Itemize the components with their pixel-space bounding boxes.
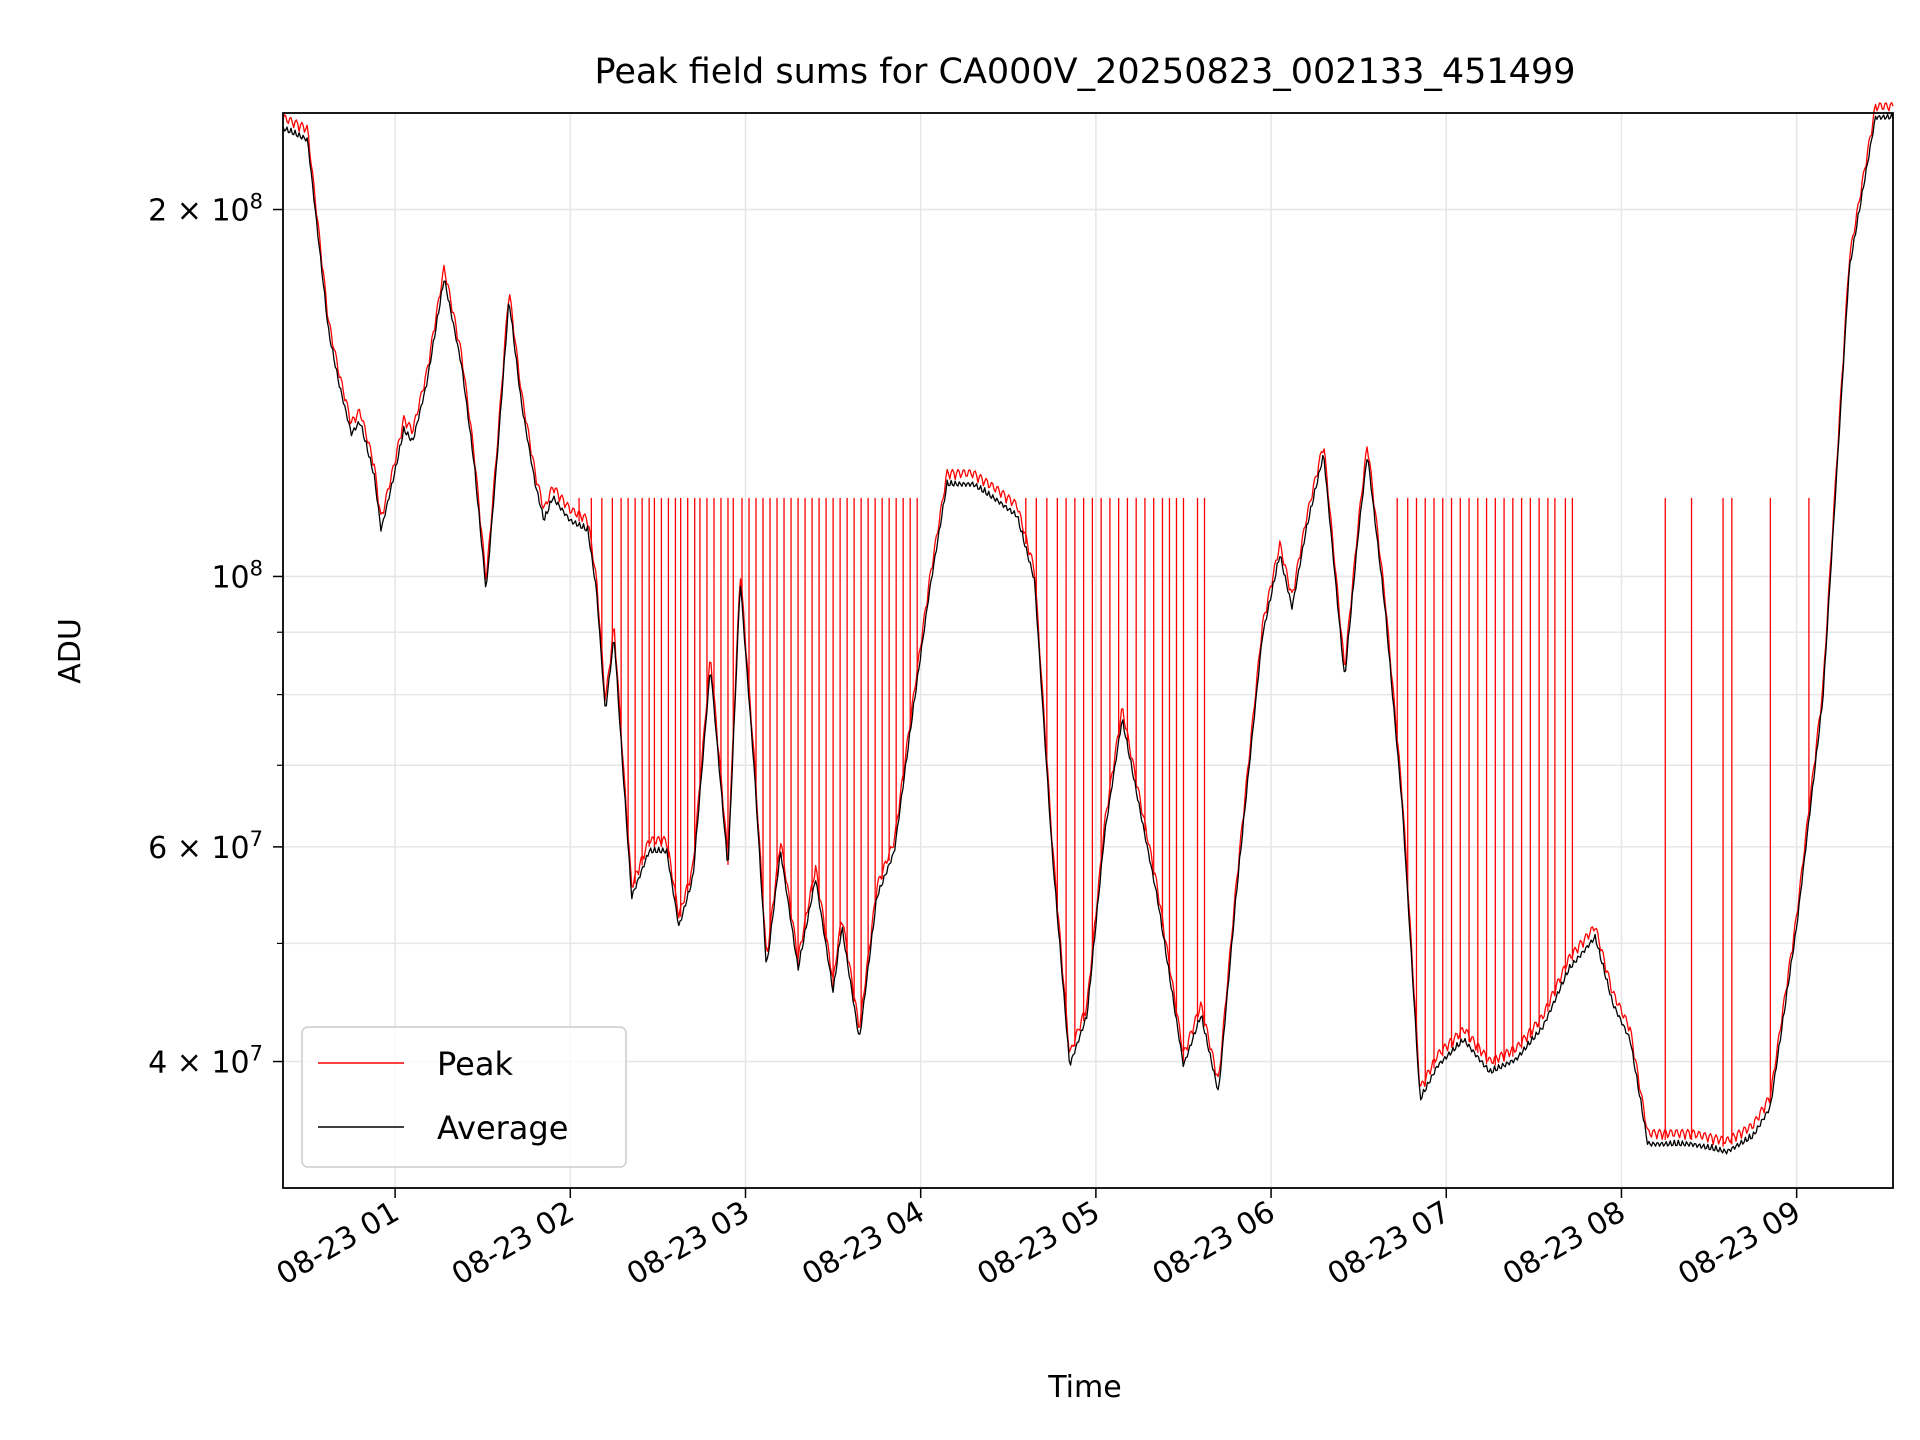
y-tick-label: 108 [211,556,263,595]
series-peak-line [282,101,1894,1146]
legend-peak-label: Peak [437,1045,513,1083]
legend-box [301,1026,627,1168]
y-tick-label: 2 × 108 [148,190,263,229]
legend: Peak Average [301,1026,627,1168]
y-axis-label: ADU [53,618,88,684]
y-tick-label: 4 × 107 [148,1042,263,1081]
axes-frame [282,112,1894,1189]
x-axis-label: Time [1047,1370,1121,1405]
y-axis-ticks: 108 2 × 108 4 × 107 6 × 107 [148,190,283,1081]
plot-area [282,101,1894,1155]
series-average-line [282,112,1894,1155]
legend-average-label: Average [437,1109,568,1147]
chart-title: Peak field sums for CA000V_20250823_0021… [595,52,1576,92]
y-tick-label: 6 × 107 [148,827,263,866]
